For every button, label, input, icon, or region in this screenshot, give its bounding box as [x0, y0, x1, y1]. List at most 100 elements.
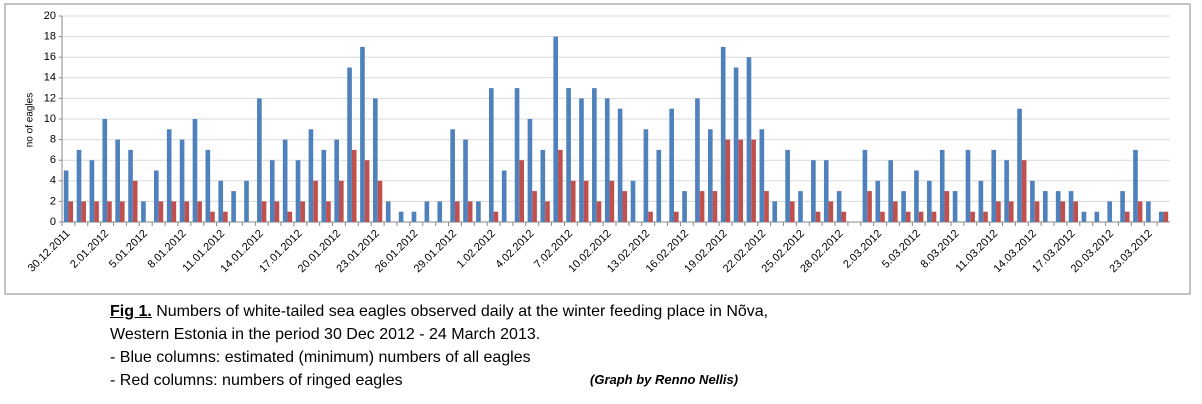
- bar: [712, 191, 718, 222]
- bar: [398, 211, 404, 222]
- bar: [1163, 211, 1169, 222]
- bar: [970, 211, 975, 222]
- bar: [153, 170, 159, 222]
- bar: [862, 149, 868, 222]
- bar: [119, 201, 125, 222]
- bar: [223, 211, 228, 222]
- bar: [746, 57, 752, 223]
- bar: [532, 191, 537, 222]
- bar: [454, 201, 460, 222]
- bar: [991, 149, 997, 222]
- bar: [583, 180, 589, 222]
- bar: [1133, 149, 1138, 222]
- bar: [725, 139, 731, 222]
- y-tick-label: 2: [50, 195, 56, 207]
- bar: [244, 180, 249, 222]
- bar: [1004, 160, 1009, 222]
- bar: [351, 149, 357, 222]
- bar: [905, 211, 911, 222]
- bar: [931, 211, 937, 222]
- bar: [867, 191, 872, 222]
- bar: [996, 201, 1001, 222]
- bar: [1146, 201, 1151, 222]
- x-tick-label: 5.01.2012: [107, 228, 150, 271]
- bar: [699, 191, 705, 222]
- bar: [300, 201, 305, 222]
- bar: [901, 191, 906, 222]
- chart-border: [4, 3, 1191, 295]
- bar: [648, 211, 653, 222]
- bar: [888, 160, 893, 222]
- bar: [411, 211, 417, 222]
- bar: [643, 129, 649, 222]
- bar: [558, 149, 563, 222]
- bar: [89, 160, 95, 222]
- bar: [695, 98, 700, 222]
- x-tick-label: 2.01.2012: [68, 228, 111, 271]
- bar: [488, 88, 494, 222]
- bar: [764, 191, 769, 222]
- bar: [1073, 201, 1079, 222]
- bar: [918, 211, 924, 222]
- bar: [592, 88, 597, 222]
- fig-label: Fig 1.: [110, 303, 152, 320]
- bar: [841, 211, 847, 222]
- bar: [218, 180, 224, 222]
- bar: [927, 180, 932, 222]
- bar: [1107, 201, 1113, 222]
- bar: [385, 201, 391, 222]
- bar: [339, 180, 344, 222]
- bar: [377, 180, 383, 222]
- bar: [1124, 211, 1130, 222]
- bar: [274, 201, 280, 222]
- bar: [553, 36, 559, 222]
- bar: [875, 180, 881, 222]
- bar: [364, 160, 370, 222]
- bar: [983, 211, 988, 222]
- bar: [141, 201, 146, 222]
- bar: [1081, 211, 1087, 222]
- bar: [880, 211, 885, 222]
- caption-line: Fig 1. Numbers of white-tailed sea eagle…: [110, 300, 768, 323]
- bar: [347, 67, 352, 222]
- bar: [308, 129, 314, 222]
- caption: Fig 1. Numbers of white-tailed sea eagle…: [110, 300, 768, 392]
- bar: [450, 129, 455, 222]
- bar: [467, 201, 473, 222]
- bar: [261, 201, 267, 222]
- bar: [514, 88, 520, 222]
- bar: [1068, 191, 1074, 222]
- bar: [1158, 211, 1164, 222]
- x-tick-label: 2.03.2012: [841, 228, 884, 271]
- bar: [373, 98, 378, 222]
- bar: [94, 201, 99, 222]
- bar: [789, 201, 795, 222]
- bar: [798, 191, 803, 222]
- credit: (Graph by Renno Nellis): [590, 372, 739, 387]
- bar: [166, 129, 172, 222]
- x-tick-label: 30.12.2011: [26, 228, 73, 275]
- bar: [463, 139, 468, 222]
- bar: [192, 119, 198, 222]
- x-tick-label: 4.02.2012: [493, 228, 536, 271]
- bar: [622, 191, 628, 222]
- bar: [545, 201, 550, 222]
- bar: [334, 139, 339, 222]
- bar: [476, 201, 481, 222]
- bar: [673, 211, 679, 222]
- bar: [669, 108, 674, 222]
- y-tick-label: 20: [44, 10, 56, 22]
- bar: [1008, 201, 1014, 222]
- bar: [566, 88, 571, 222]
- x-tick-label: 5.03.2012: [880, 228, 923, 271]
- bar: [738, 139, 744, 222]
- bar: [893, 201, 898, 222]
- bar: [823, 160, 829, 222]
- bar: [68, 201, 74, 222]
- bar: [360, 46, 365, 223]
- bar: [772, 201, 778, 222]
- bar: [944, 191, 950, 222]
- bar: [579, 98, 584, 222]
- chart: no of eagles 0 2 4 6 8 10 12 14 16 18 20 30.12.2011…: [4, 3, 1191, 295]
- caption-line: Western Estonia in the period 30 Dec 201…: [110, 326, 541, 343]
